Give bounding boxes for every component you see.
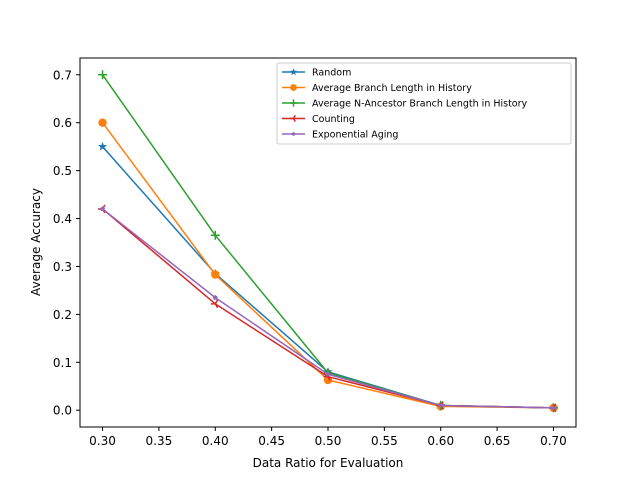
legend-label: Counting: [312, 114, 355, 125]
y-tick-label: 0.1: [53, 356, 72, 370]
y-tick-label: 0.3: [53, 260, 72, 274]
x-axis: 0.30 0.35 0.40 0.45 0.50 0.55 0.60 0.65 0.70: [89, 427, 567, 448]
y-tick-label: 0.6: [53, 116, 72, 130]
x-tick-label: 0.40: [202, 434, 229, 448]
data-point: [210, 299, 219, 309]
legend-item: Exponential Aging: [282, 130, 398, 141]
data-point: [211, 270, 220, 279]
data-point: [97, 141, 108, 151]
data-point: [438, 402, 444, 408]
data-point: [289, 114, 296, 123]
legend-label: Average Branch Length in History: [312, 83, 472, 94]
data-point: [325, 371, 331, 377]
x-axis-label: Data Ratio for Evaluation: [253, 456, 404, 470]
y-tick-label: 0.5: [53, 164, 72, 178]
legend-item: Counting: [282, 114, 355, 125]
y-tick-label: 0.0: [53, 404, 72, 418]
series-exponential-aging: [100, 206, 556, 410]
legend-item: Random: [282, 68, 351, 79]
legend-box: [276, 62, 572, 145]
x-tick-label: 0.55: [371, 434, 398, 448]
legend: Random Average Branch Length in History Av…: [276, 62, 572, 145]
data-point: [291, 131, 296, 136]
legend-label: Average N-Ancestor Branch Length in Hist…: [312, 99, 528, 110]
data-point: [98, 118, 107, 127]
x-tick-label: 0.50: [315, 434, 342, 448]
y-tick-label: 0.2: [53, 308, 72, 322]
x-tick-label: 0.30: [89, 434, 116, 448]
x-tick-label: 0.70: [540, 434, 567, 448]
legend-item: Average N-Ancestor Branch Length in Hist…: [282, 99, 528, 110]
legend-item: Average Branch Length in History: [282, 83, 472, 94]
data-point: [100, 206, 106, 212]
y-axis-label: Average Accuracy: [29, 188, 43, 296]
data-point: [289, 68, 298, 76]
x-tick-label: 0.35: [146, 434, 173, 448]
data-point: [289, 99, 298, 107]
legend-label: Random: [312, 68, 351, 79]
y-tick-label: 0.7: [53, 68, 72, 82]
legend-label: Exponential Aging: [312, 130, 398, 141]
data-point: [550, 405, 556, 410]
y-axis: 0.0 0.1 0.2 0.3 0.4 0.5 0.6 0.7: [53, 68, 80, 418]
data-point: [212, 295, 218, 300]
x-tick-label: 0.60: [427, 434, 454, 448]
data-point: [98, 70, 108, 80]
data-point: [210, 230, 220, 240]
y-tick-label: 0.4: [53, 212, 72, 226]
x-tick-label: 0.65: [484, 434, 511, 448]
x-tick-label: 0.45: [258, 434, 285, 448]
series-layer: [97, 70, 559, 413]
data-point: [290, 84, 297, 91]
